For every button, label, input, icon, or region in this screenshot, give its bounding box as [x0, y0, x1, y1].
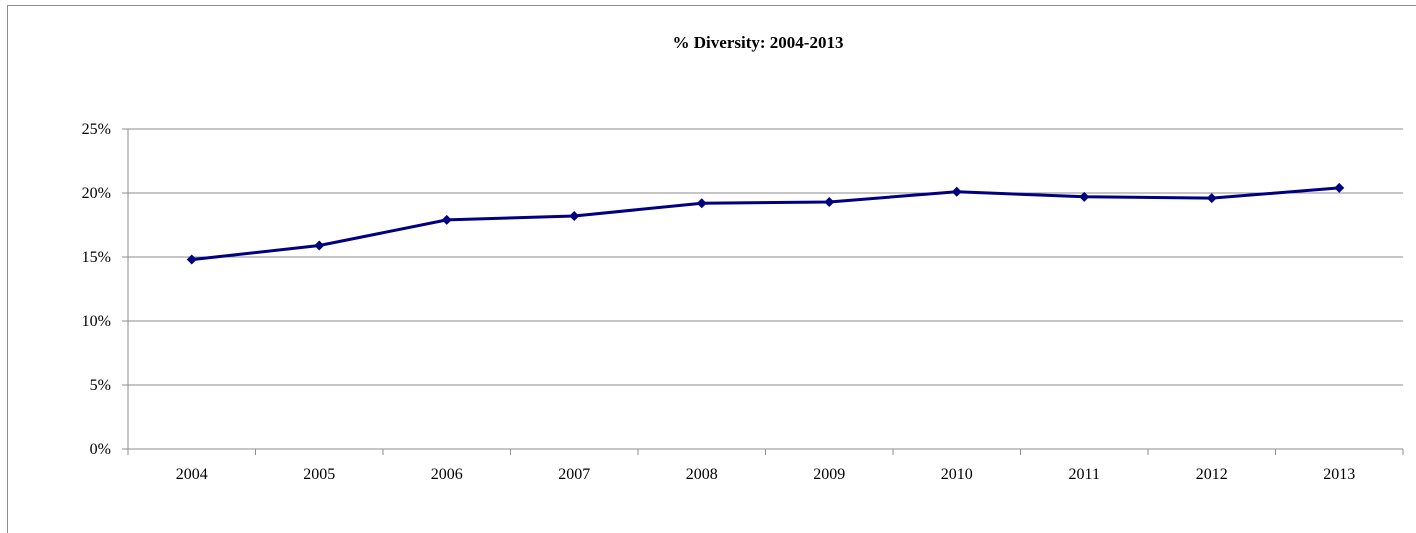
- y-tick-label-3: 15%: [82, 249, 111, 266]
- data-point-2005: [314, 240, 325, 251]
- y-tick-label-1: 5%: [90, 377, 111, 394]
- x-tick-label-2013: 2013: [1323, 466, 1355, 483]
- chart-title: % Diversity: 2004-2013: [673, 33, 844, 52]
- y-tick-label-0: 0%: [90, 441, 111, 458]
- data-point-2006: [441, 214, 452, 225]
- data-point-2011: [1079, 191, 1090, 202]
- axes: [127, 129, 1403, 455]
- x-tick-label-2009: 2009: [813, 466, 845, 483]
- series-line-0: [191, 186, 1340, 262]
- x-tick-label-2012: 2012: [1196, 466, 1228, 483]
- data-point-2004: [186, 254, 197, 265]
- data-point-2008: [696, 198, 707, 209]
- x-tick-label-2006: 2006: [431, 466, 463, 483]
- y-tick-label-5: 25%: [82, 121, 111, 138]
- x-tick-label-2011: 2011: [1069, 466, 1100, 483]
- data-point-2007: [569, 211, 580, 222]
- data-point-2012: [1206, 193, 1217, 204]
- data-point-2013: [1334, 182, 1345, 193]
- y-tick-label-2: 10%: [82, 313, 111, 330]
- x-tick-label-2010: 2010: [941, 466, 973, 483]
- y-tick-label-4: 20%: [82, 185, 111, 202]
- y-axis-ticks: 0% 5% 10% 15% 20% 25%: [82, 121, 128, 458]
- x-tick-label-2004: 2004: [176, 466, 208, 483]
- data-point-2009: [824, 196, 835, 207]
- x-axis-ticks: 2004 2005 2006 2007 2008 2009 2010 2011 2012 2013: [127, 449, 1404, 483]
- series-diversity: [186, 182, 1345, 265]
- gridlines: [128, 128, 1403, 386]
- chart-frame: [7, 5, 1416, 533]
- x-tick-label-2008: 2008: [686, 466, 718, 483]
- x-tick-label-2007: 2007: [558, 466, 590, 483]
- x-tick-label-2005: 2005: [303, 466, 335, 483]
- data-point-2010: [951, 186, 962, 197]
